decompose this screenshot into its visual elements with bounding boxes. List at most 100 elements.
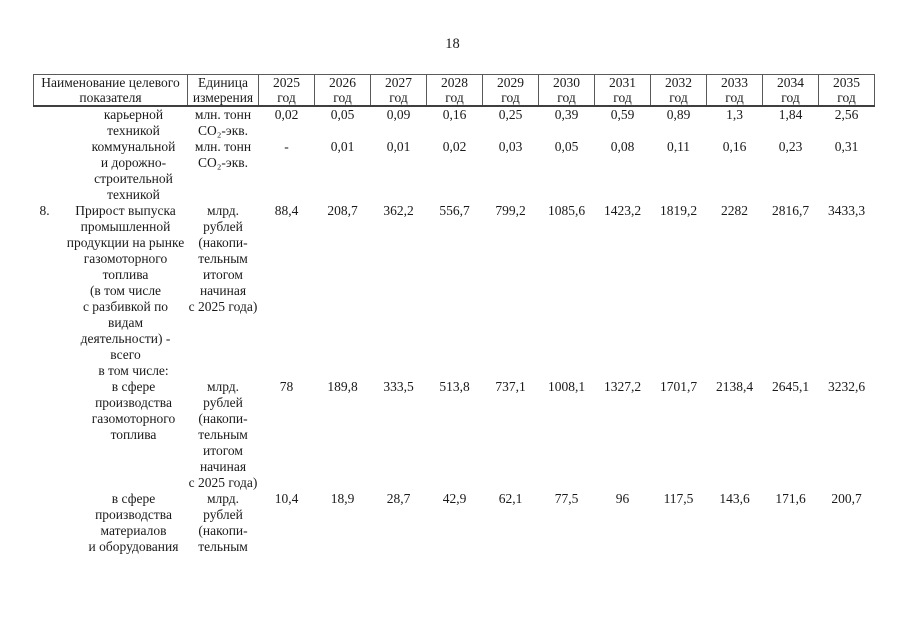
indicator-name: в том числе: [98,363,169,378]
indicator-name: коммунальной и дорожно- строительной тех… [91,139,176,202]
value-cell: 28,7 [386,491,411,506]
value-cell: 0,08 [610,139,635,154]
value-cell: 77,5 [554,491,579,506]
value-cell: 513,8 [439,379,470,394]
value-cell: 18,9 [330,491,355,506]
unit-cell: млн. тонн CO₂-экв. [194,107,252,138]
indicator-cell: карьерной техникой [34,106,188,139]
value-cell [315,363,371,379]
indicator-cell: в том числе: [34,363,188,379]
value-cell: 3232,6 [827,379,866,394]
header-year: 2028 год [426,74,483,107]
header-unit: Единица измерения [187,74,259,107]
value-cell [427,363,483,379]
table-row: карьерной техникой млн. тонн CO₂-экв. 0,02… [34,106,875,139]
value-cell: 0,23 [778,139,803,154]
indicator-cell: в сфере производства газомоторного топли… [34,379,188,491]
value-cell: 0,16 [722,139,747,154]
indicator-name: Прирост выпуска промышленной продукции н… [66,203,185,362]
value-cell: 42,9 [442,491,467,506]
value-cell: 0,11 [666,139,691,154]
value-cell: 556,7 [439,203,470,218]
header-year: 2032 год [650,74,707,107]
value-cell: 1008,1 [547,379,586,394]
unit-cell [188,363,259,379]
page-number: 18 [445,36,460,52]
value-cell [483,363,539,379]
value-cell: 0,31 [834,139,859,154]
value-cell: 333,5 [383,379,414,394]
value-cell: 0,01 [386,139,411,154]
targets-table: Наименование целевого показателя Единица… [33,74,875,555]
value-cell: 200,7 [831,491,862,506]
value-cell: 799,2 [495,203,526,218]
value-cell [595,363,651,379]
row-number: 8. [39,203,50,218]
value-cell: 0,02 [442,139,467,154]
value-cell: 0,39 [554,107,579,122]
unit-cell: млн. тонн CO₂-экв. [194,139,252,170]
value-cell: 0,09 [386,107,411,122]
value-cell: 1085,6 [547,203,586,218]
value-cell: 0,25 [498,107,523,122]
value-cell: 1819,2 [659,203,698,218]
value-cell: 0,03 [498,139,523,154]
header-year: 2027 год [370,74,427,107]
value-cell: 88,4 [274,203,299,218]
value-cell [539,363,595,379]
value-cell: 2645,1 [771,379,810,394]
value-cell: 1,84 [778,107,803,122]
value-cell: 0,02 [274,107,299,122]
value-cell: 171,6 [775,491,806,506]
header-year: 2034 год [762,74,819,107]
value-cell: 189,8 [327,379,358,394]
table-body: карьерной техникой млн. тонн CO₂-экв. 0,02… [34,106,875,555]
value-cell: 2,56 [834,107,859,122]
table-row: коммунальной и дорожно- строительной тех… [34,139,875,203]
value-cell: 1701,7 [659,379,698,394]
value-cell: 0,89 [666,107,691,122]
header-year: 2030 год [538,74,595,107]
value-cell [371,363,427,379]
indicator-name: карьерной техникой [103,107,164,138]
indicator-name: в сфере производства газомоторного топли… [91,379,176,442]
table-row: 8. Прирост выпуска промышленной продукции… [34,203,875,363]
value-cell: 10,4 [274,491,299,506]
header-year: 2031 год [594,74,651,107]
unit-cell: млрд. рублей (накопи- тельным [198,491,248,554]
table-row: в сфере производства материалов и оборуд… [34,491,875,555]
value-cell: 96 [615,491,630,506]
value-cell: 117,5 [663,491,694,506]
value-cell: 62,1 [498,491,523,506]
value-cell: 1,3 [726,107,743,122]
value-cell: 0,05 [330,107,355,122]
header-year: 2035 год [818,74,875,107]
unit-cell: млрд. рублей (накопи- тельным итогом нач… [188,203,258,314]
table-row: в сфере производства газомоторного топли… [34,379,875,491]
value-cell: 208,7 [327,203,358,218]
value-cell [819,363,875,379]
value-cell [651,363,707,379]
value-cell: 0,01 [330,139,355,154]
indicator-cell: 8. Прирост выпуска промышленной продукции… [34,203,188,363]
value-cell: 1327,2 [603,379,642,394]
value-cell [763,363,819,379]
header-year: 2033 год [706,74,763,107]
indicator-name: в сфере производства материалов и оборуд… [88,491,179,554]
value-cell: 362,2 [383,203,414,218]
value-cell: 737,1 [495,379,526,394]
value-cell: 1423,2 [603,203,642,218]
value-cell: 2282 [721,203,748,218]
header-year: 2029 год [482,74,539,107]
table-header: Наименование целевого показателя Единица… [33,74,875,107]
indicator-cell: в сфере производства материалов и оборуд… [34,491,188,555]
header-year: 2026 год [314,74,371,107]
table-row: в том числе: [34,363,875,379]
table-header-row: Наименование целевого показателя Единица… [33,74,875,107]
value-cell [707,363,763,379]
value-cell [259,363,315,379]
value-cell: 78 [279,379,294,394]
unit-cell: млрд. рублей (накопи- тельным итогом нач… [188,379,258,490]
value-cell: 2816,7 [771,203,810,218]
value-cell: 0,16 [442,107,467,122]
